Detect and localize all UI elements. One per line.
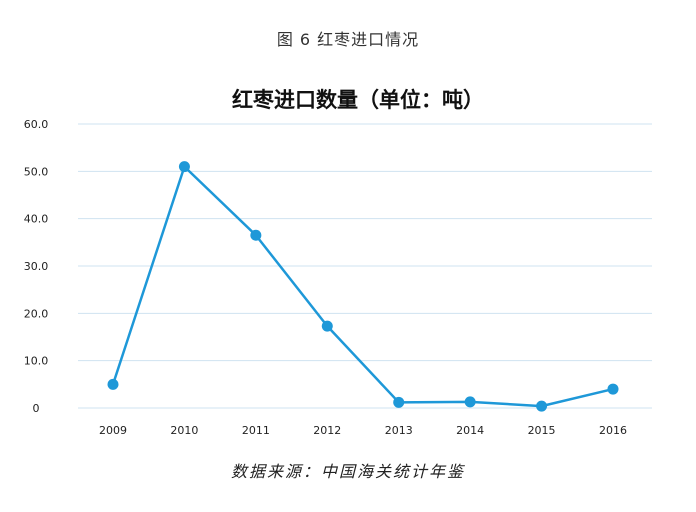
chart-title: 红枣进口数量（单位：吨） [232,88,484,112]
figure-caption: 图 6 红枣进口情况 [276,30,420,49]
data-point [393,396,405,408]
data-point [464,396,476,408]
x-tick-label: 2010 [170,424,198,437]
data-point [250,229,262,241]
y-tick-label: 0 [33,402,40,415]
series-line [111,165,614,408]
y-tick-label: 30.0 [24,260,49,273]
x-tick-label: 2009 [99,424,127,437]
y-axis-ticks: 0 10.0 20.0 30.0 40.0 50.0 60.0 [24,118,49,415]
grid-lines [78,123,652,409]
x-axis-ticks: 2009 2010 2011 2012 2013 2014 2015 2016 [99,424,627,437]
data-point [536,400,548,412]
y-tick-label: 20.0 [24,307,49,320]
series-line-group [111,165,614,408]
x-tick-label: 2011 [242,424,270,437]
data-points [107,161,619,412]
x-tick-label: 2014 [456,424,484,437]
data-point [107,378,119,390]
data-point [178,161,190,173]
y-tick-label: 50.0 [24,165,49,178]
y-tick-label: 10.0 [24,355,49,368]
x-tick-label: 2015 [528,424,556,437]
y-tick-label: 40.0 [24,213,49,226]
source-note: 数据来源：中国海关统计年鉴 [230,462,465,481]
data-point [607,383,619,395]
x-tick-label: 2013 [385,424,413,437]
y-tick-label: 60.0 [24,118,49,131]
x-tick-label: 2012 [313,424,341,437]
data-point [321,320,333,332]
x-tick-label: 2016 [599,424,627,437]
